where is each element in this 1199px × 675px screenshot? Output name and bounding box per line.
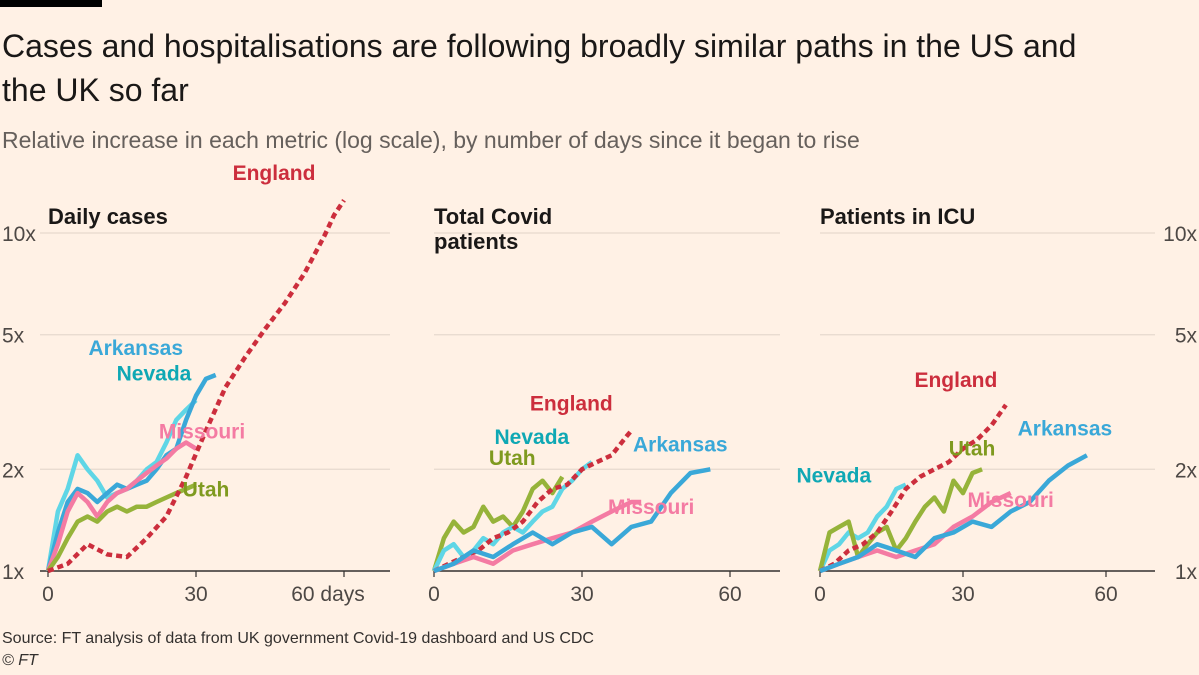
panel-1-line-england <box>47 198 346 574</box>
panel-1-label-utah: Utah <box>183 479 230 502</box>
panel-2-label-missouri: Missouri <box>608 496 694 519</box>
panel-2-label-arkansas: Arkansas <box>633 433 728 456</box>
y-tick-label-right: 2x <box>1175 459 1198 482</box>
panel-2-x-tick-label: 30 <box>570 583 593 606</box>
panel-2-line-missouri <box>433 499 642 574</box>
source-note: Source: FT analysis of data from UK gove… <box>2 630 594 647</box>
panel-1-x-tick-label: 30 <box>184 583 207 606</box>
y-tick-label-left: 1x <box>2 561 25 584</box>
y-tick-label-right: 5x <box>1175 325 1198 348</box>
ft-brand-bar <box>0 0 102 7</box>
panel-3-title: Patients in ICU <box>820 204 975 229</box>
panel-3-line-utah <box>817 467 983 572</box>
panel-2-label-nevada: Nevada <box>495 426 570 449</box>
y-tick-label-left: 10x <box>2 223 36 246</box>
panel-3-label-england: England <box>914 369 997 392</box>
copyright: © FT <box>2 652 38 669</box>
panel-3-x-tick-label: 60 <box>1094 583 1117 606</box>
panel-3-label-utah: Utah <box>949 437 996 460</box>
panel-1-label-missouri: Missouri <box>159 421 245 444</box>
panel-2-line-nevada <box>431 460 594 572</box>
panel-1-line-utah <box>46 482 197 573</box>
chart-subtitle: Relative increase in each metric (log sc… <box>2 127 860 153</box>
panel-3-label-nevada: Nevada <box>796 465 871 488</box>
y-tick-label-right: 1x <box>1175 561 1198 584</box>
panel-3-line-arkansas <box>819 453 1088 574</box>
panel-2-line-utah <box>431 475 565 572</box>
panel-2-title: Total Covid <box>434 204 552 229</box>
panel-2-label-england: England <box>530 393 613 416</box>
panel-3-x-tick-label: 30 <box>951 583 974 606</box>
panel-1-x-tick-label: 60 days <box>291 583 365 606</box>
y-tick-label-right: 10x <box>1163 223 1197 246</box>
panel-1-label-england: England <box>233 162 316 185</box>
footer: Source: FT analysis of data from UK gove… <box>2 628 594 672</box>
panel-1-title: Daily cases <box>48 204 168 229</box>
y-tick-label-left: 5x <box>2 325 25 348</box>
panel-3-line-nevada <box>817 482 907 572</box>
panel-2-line-arkansas <box>433 467 711 574</box>
panel-1-x-tick-label: 0 <box>42 583 54 606</box>
chart-title: Cases and hospitalisations are following… <box>2 28 1077 108</box>
panel-2-line-england <box>433 429 634 574</box>
panel-1-line-missouri <box>45 440 198 572</box>
panel-1-label-arkansas: Arkansas <box>88 337 183 360</box>
panel-3-label-arkansas: Arkansas <box>1018 417 1113 440</box>
panel-2-label-utah: Utah <box>489 447 536 470</box>
panel-2-x-tick-label: 60 <box>718 583 741 606</box>
y-tick-label-left: 2x <box>2 459 25 482</box>
panel-3-x-tick-label: 0 <box>814 583 826 606</box>
panel-3-line-england <box>818 403 1008 574</box>
panel-1-label-nevada: Nevada <box>117 362 192 385</box>
panel-2-x-tick-label: 0 <box>428 583 440 606</box>
panel-2-title: patients <box>434 229 518 254</box>
panel-3-label-missouri: Missouri <box>967 489 1053 512</box>
